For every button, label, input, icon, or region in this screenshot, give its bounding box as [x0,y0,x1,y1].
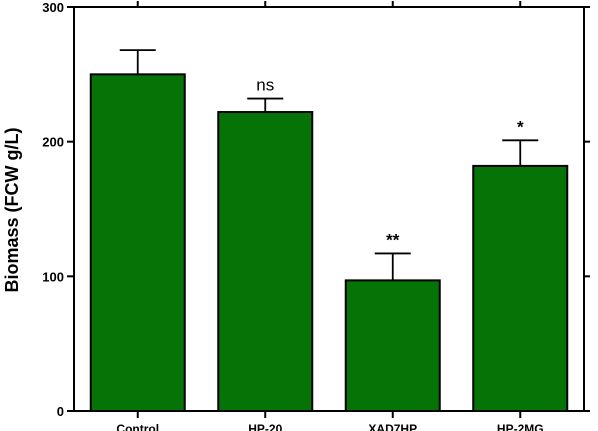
y-tick-label: 0 [57,404,64,419]
bar-hp-20 [217,111,314,412]
significance-label: ns [256,76,274,95]
significance-label: ** [386,230,400,249]
y-tick-label: 300 [42,0,64,15]
x-tick-label: HP-20 [248,422,282,431]
bars [89,49,569,412]
bar-xad7hp [344,279,441,412]
labels: 0 100 200 300 Control HP-20 ns XAD7HP ** HP-2MG * [42,0,543,431]
significance-label: * [517,117,524,136]
x-tick-label: HP-2MG [497,422,544,431]
y-axis-label: Biomass (FCW g/L) [2,127,22,292]
bar-hp-2mg [472,164,569,412]
bar-control [89,73,186,412]
y-tick-label: 100 [42,269,64,284]
x-tick-label: XAD7HP [368,422,417,431]
y-tick-label: 200 [42,135,64,150]
x-tick-label: Control [116,422,159,431]
